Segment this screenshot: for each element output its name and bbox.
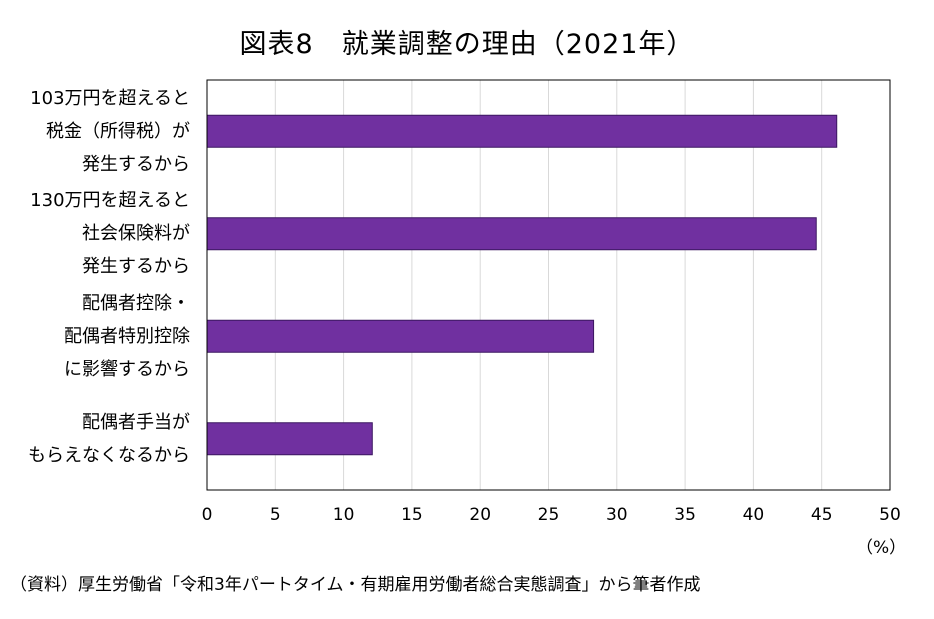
bar (206, 422, 373, 456)
x-tick-label: 50 (879, 505, 901, 525)
bar (206, 114, 838, 148)
x-axis-ticks: 0 5 10 15 20 25 30 35 40 45 50 (202, 505, 901, 525)
x-tick-label: 40 (743, 505, 765, 525)
x-tick-label: 5 (270, 505, 281, 525)
category-label: 配偶者控除・ 配偶者特別控除 に影響するから (64, 292, 190, 380)
x-tick-label: 20 (469, 505, 491, 525)
category-label: 103万円を超えると 税金（所得税）が 発生するから (30, 87, 190, 175)
x-axis-unit: （%） (856, 538, 907, 558)
category-label: 130万円を超えると 社会保険料が 発生するから (30, 190, 190, 278)
grid-lines (274, 80, 823, 490)
plot-frame (206, 79, 891, 491)
x-tick-label: 15 (401, 505, 423, 525)
bar (206, 319, 595, 353)
x-tick-label: 0 (202, 505, 213, 525)
x-tick-label: 30 (606, 505, 628, 525)
bar (206, 217, 817, 251)
x-tick-label: 25 (538, 505, 560, 525)
x-tick-label: 35 (674, 505, 696, 525)
chart-title: 図表8 就業調整の理由（2021年） (239, 29, 695, 60)
bars (206, 114, 838, 456)
x-tick-label: 10 (333, 505, 355, 525)
x-tick-label: 45 (811, 505, 833, 525)
category-label: 配偶者手当が もらえなくなるから (28, 411, 190, 466)
source-note: （資料）厚生労働省「令和3年パートタイム・有期雇用労働者総合実態調査」から筆者作… (10, 575, 701, 595)
